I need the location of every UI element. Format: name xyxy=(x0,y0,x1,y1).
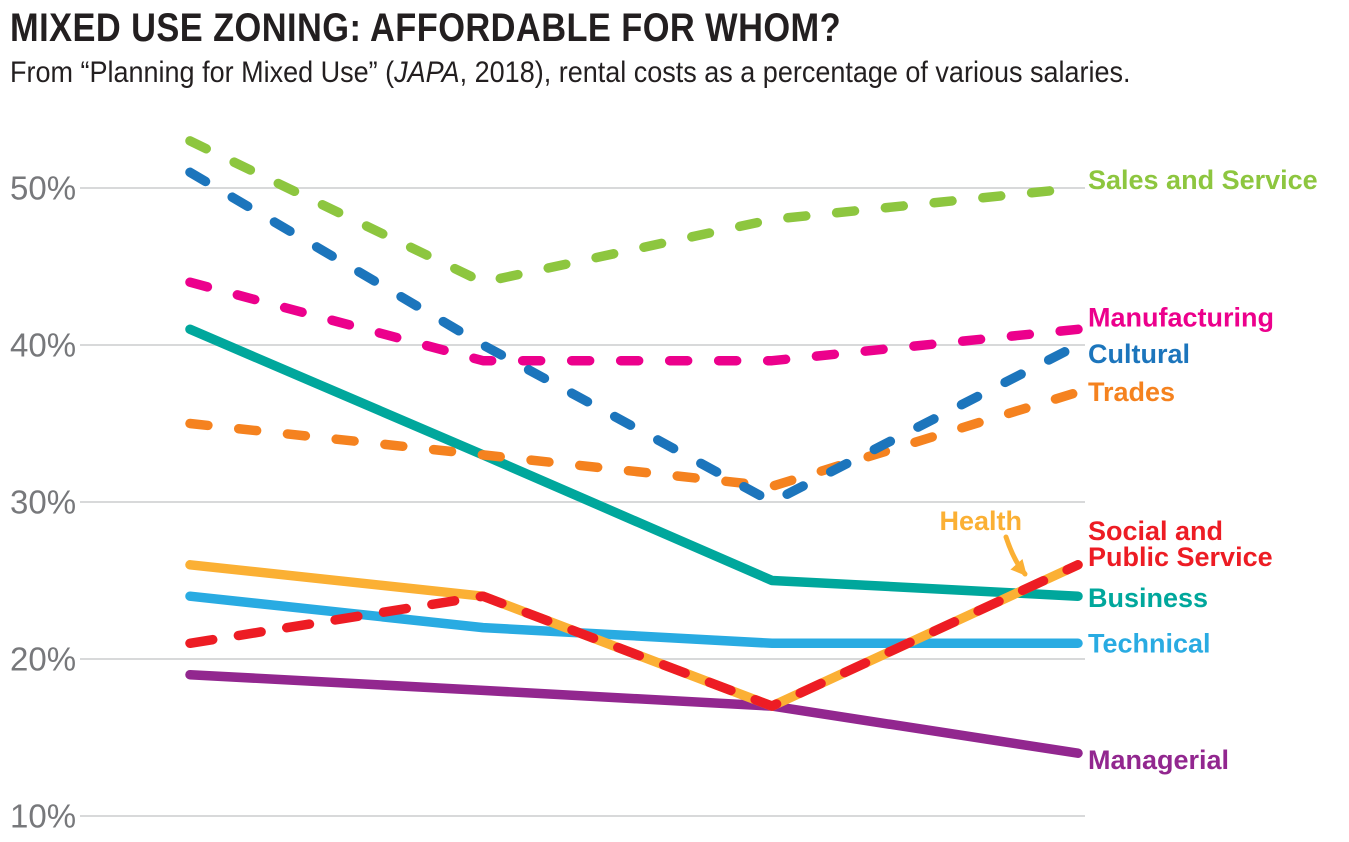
series-label-technical: Technical xyxy=(1088,628,1211,658)
series-line-trades xyxy=(185,387,1083,492)
y-tick-label-10: 10% xyxy=(10,798,76,835)
subtitle-journal-italic: JAPA xyxy=(394,56,460,89)
y-tick-label-50: 50% xyxy=(10,170,76,207)
series-label-manufacturing: Manufacturing xyxy=(1088,302,1274,332)
series-line-technical xyxy=(185,591,1083,649)
series-line-sales-and-service xyxy=(185,136,1083,287)
chart-subtitle: From “Planning for Mixed Use” (JAPA, 201… xyxy=(10,56,1131,90)
series-label-managerial: Managerial xyxy=(1088,745,1229,775)
series-label-trades: Trades xyxy=(1088,377,1175,407)
y-tick-label-40: 40% xyxy=(10,327,76,364)
series-line-managerial xyxy=(185,669,1083,758)
chart-title: MIXED USE ZONING: AFFORDABLE FOR WHOM? xyxy=(10,6,842,50)
annotation-layer: Health xyxy=(939,506,1028,577)
y-axis-labels-layer: 10% 20% 30% 40% 50% xyxy=(10,170,76,835)
series-line-business xyxy=(185,324,1083,601)
y-tick-label-20: 20% xyxy=(10,641,76,678)
subtitle-text-pre: From “Planning for Mixed Use” ( xyxy=(10,56,395,89)
subtitle-text-post: , 2018), rental costs as a percentage of… xyxy=(459,56,1131,89)
series-lines-layer xyxy=(185,136,1083,758)
series-label-business: Business xyxy=(1088,583,1208,613)
series-label-cultural: Cultural xyxy=(1088,339,1190,369)
y-tick-label-30: 30% xyxy=(10,484,76,521)
grid-layer xyxy=(80,187,1085,817)
series-line-cultural xyxy=(185,167,1083,507)
series-line-manufacturing xyxy=(185,277,1083,366)
annotation-health-label: Health xyxy=(939,506,1022,536)
series-label-sales-and-service: Sales and Service xyxy=(1088,165,1318,195)
series-label-social-and-public-service-line1: Social and xyxy=(1088,516,1223,546)
series-labels-layer: Sales and Service Manufacturing Cultural Tr… xyxy=(1088,165,1318,775)
series-line-social-and-public-service xyxy=(185,560,1083,711)
series-label-social-and-public-service-line2: Public Service xyxy=(1088,542,1273,572)
annotation-health-arrow-icon xyxy=(1003,534,1028,577)
